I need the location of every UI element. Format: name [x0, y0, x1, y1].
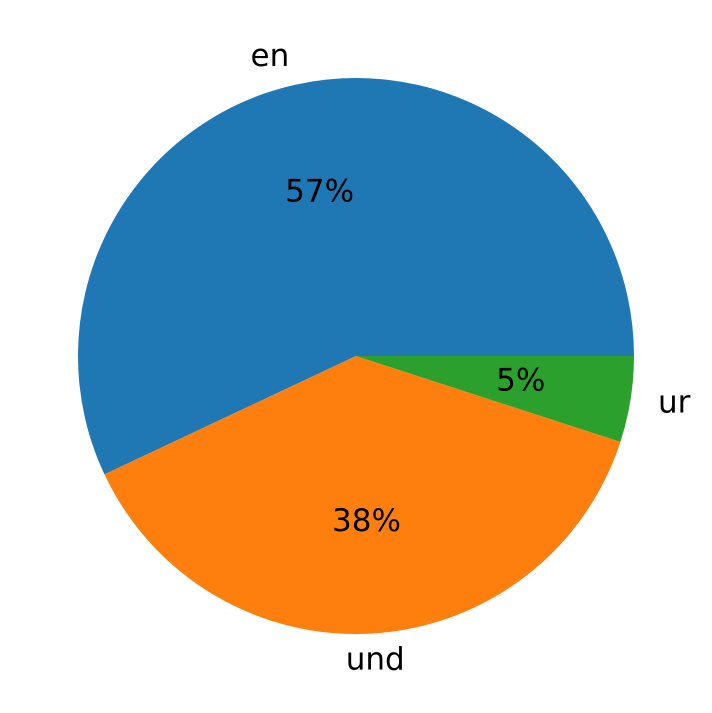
- slice-label: ur: [658, 384, 691, 420]
- slice-label: en: [251, 38, 290, 74]
- slice-label: und: [346, 642, 405, 678]
- percent-label: 5%: [496, 363, 545, 399]
- pie-slice: [104, 356, 621, 635]
- percent-label: 38%: [332, 503, 401, 539]
- pie-slice: [77, 77, 635, 475]
- pie-slice: [356, 356, 634, 442]
- percent-label: 57%: [285, 174, 354, 210]
